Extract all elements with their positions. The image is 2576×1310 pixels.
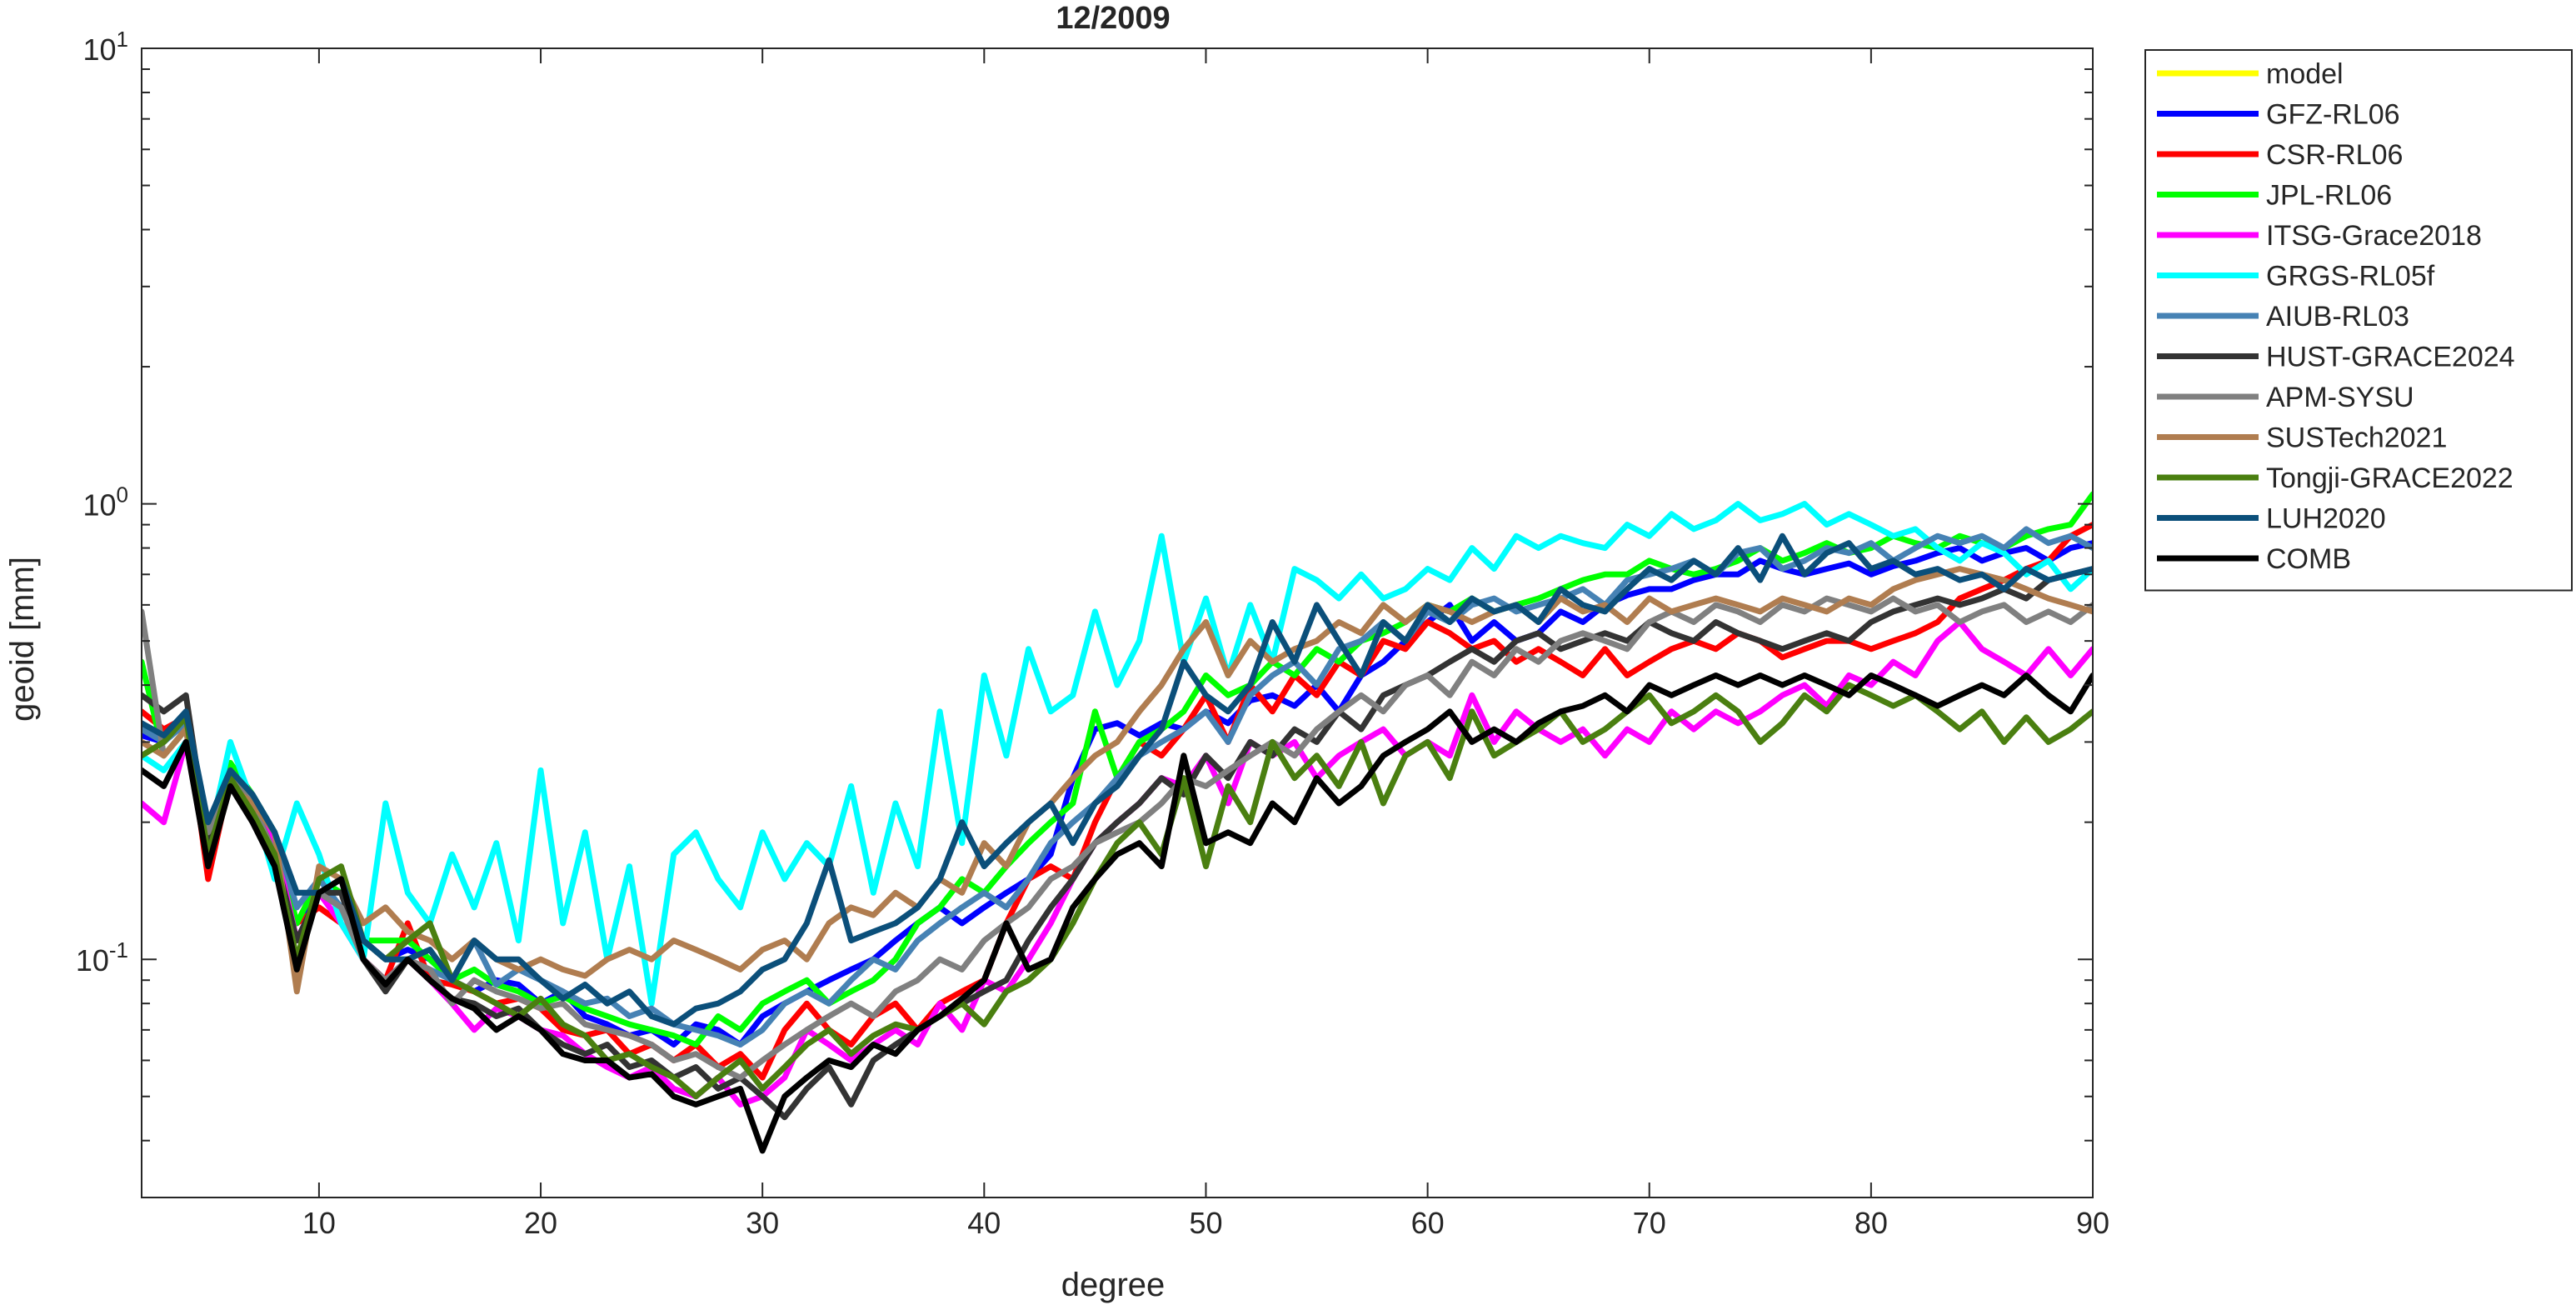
series-line-grgs-rl05f bbox=[142, 501, 2093, 1007]
series-line-tongji-grace2022 bbox=[142, 682, 2093, 1100]
legend-box bbox=[2144, 49, 2573, 592]
legend-entry-label: Tongji-GRACE2022 bbox=[2266, 462, 2514, 494]
x-tick-label: 90 bbox=[2076, 1206, 2109, 1240]
legend-entry-label: SUSTech2021 bbox=[2266, 422, 2447, 454]
series-line-hust-grace2024 bbox=[142, 566, 2093, 1121]
legend-entry-label: GRGS-RL05f bbox=[2266, 261, 2435, 292]
legend-entry-label: LUH2020 bbox=[2266, 503, 2386, 535]
plot-area bbox=[142, 491, 2093, 1154]
legend-entry-label: HUST-GRACE2024 bbox=[2266, 342, 2515, 373]
x-tick-label: 60 bbox=[1411, 1206, 1445, 1240]
axes-box bbox=[141, 48, 2094, 1198]
series-line-luh2020 bbox=[142, 532, 2093, 1028]
y-tick-label: 10-1 bbox=[76, 938, 128, 978]
x-tick-label: 80 bbox=[1855, 1206, 1888, 1240]
x-tick-label: 20 bbox=[524, 1206, 557, 1240]
x-tick-label: 70 bbox=[1633, 1206, 1666, 1240]
legend-entry-label: COMB bbox=[2266, 543, 2351, 575]
x-axis-label: degree bbox=[1061, 1267, 1166, 1303]
legend: model GFZ-RL06 CSR-RL06 JPL-RL06 ITSG-Grace2… bbox=[2144, 49, 2573, 592]
x-tick-label: 40 bbox=[967, 1206, 1001, 1240]
axes: 10 20 30 40 50 60 70 80 90 10-1 100 101 bbox=[76, 27, 2109, 1240]
y-tick-label: 101 bbox=[82, 27, 128, 67]
legend-entry-label: model bbox=[2266, 58, 2344, 90]
y-tick-label: 100 bbox=[82, 482, 128, 522]
series-line-comb bbox=[142, 672, 2093, 1154]
legend-entry-label: GFZ-RL06 bbox=[2266, 99, 2400, 131]
chart-title: 12/2009 bbox=[1056, 1, 1170, 36]
y-axis-label: geoid [mm] bbox=[4, 557, 41, 722]
series-line-sustech2021 bbox=[142, 566, 2093, 995]
legend-entry-label: AIUB-RL03 bbox=[2266, 301, 2409, 332]
legend-entry-label: APM-SYSU bbox=[2266, 382, 2414, 413]
x-tick-label: 10 bbox=[302, 1206, 336, 1240]
x-tick-label: 30 bbox=[746, 1206, 779, 1240]
legend-entry-label: ITSG-Grace2018 bbox=[2266, 220, 2482, 252]
legend-entry-label: JPL-RL06 bbox=[2266, 180, 2392, 212]
x-tick-label: 50 bbox=[1189, 1206, 1222, 1240]
legend-entry-label: CSR-RL06 bbox=[2266, 139, 2403, 171]
